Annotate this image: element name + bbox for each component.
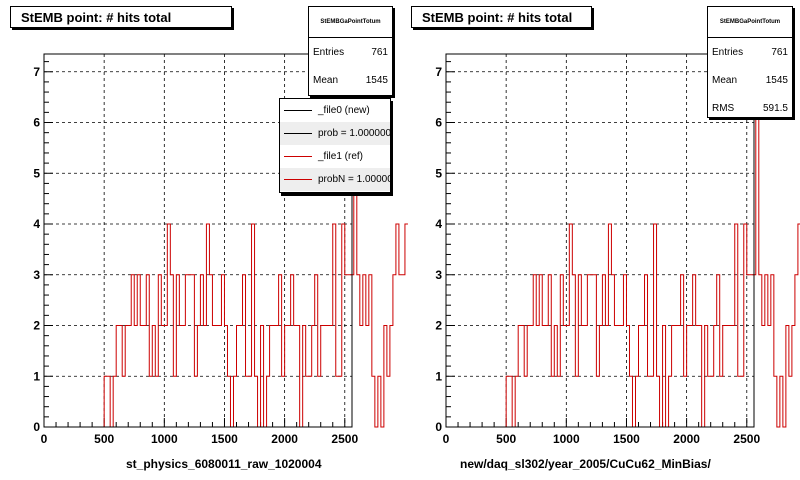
left-legend: _file0 (new) prob = 1.000000 _file1 (ref… [279, 98, 391, 193]
right-stats-name: StEMBGaPointTotum [708, 7, 792, 38]
x-tick-label: 0 [443, 432, 450, 446]
left-stats-entries-label: Entries [313, 46, 345, 58]
left-pad: 0 500 1000 1500 2000 2500 0 1 2 3 4 5 6 7 StEMB point… [10, 6, 408, 471]
right-stats-rms-value: 591.5 [762, 102, 788, 114]
legend-entry-file0: _file0 (new) [280, 99, 390, 122]
legend-label: _file1 (ref) [318, 151, 364, 162]
legend-label: prob = 1.000000 [318, 128, 391, 139]
x-tick-label: 0 [41, 432, 48, 446]
y-tick-label: 2 [435, 319, 442, 333]
legend-line-icon [284, 156, 312, 157]
left-x-axis-title: st_physics_6080011_raw_1020004 [126, 457, 322, 471]
y-tick-label: 0 [435, 420, 442, 434]
left-stats-box: StEMBGaPointTotum Entries 761 Mean 1545 [308, 6, 393, 96]
y-tick-label: 5 [33, 166, 40, 180]
y-tick-label: 4 [435, 217, 442, 231]
y-tick-label: 7 [435, 65, 442, 79]
legend-line-icon [284, 133, 312, 134]
right-stats-rms-row: RMS 591.5 [708, 94, 792, 122]
x-tick-label: 2500 [331, 432, 358, 446]
left-stats-name: StEMBGaPointTotum [309, 7, 392, 38]
legend-label: probN = 1.000000 [318, 174, 391, 185]
y-tick-label: 1 [435, 369, 442, 383]
legend-entry-probn: probN = 1.000000 [280, 168, 390, 191]
plot-frame [43, 53, 353, 428]
right-stats-entries-row: Entries 761 [708, 38, 792, 66]
right-stats-entries-label: Entries [712, 46, 744, 58]
x-tick-label: 2500 [733, 432, 760, 446]
x-tick-label: 1000 [151, 432, 178, 446]
plot-frame [445, 53, 755, 428]
left-chart-title: StEMB point: # hits total [10, 6, 232, 28]
y-tick-label: 5 [435, 166, 442, 180]
legend-entry-file1: _file1 (ref) [280, 145, 390, 168]
x-tick-label: 2000 [271, 432, 298, 446]
left-stats-mean-row: Mean 1545 [309, 66, 392, 94]
left-stats-mean-value: 1545 [365, 74, 388, 86]
left-stats-entries-row: Entries 761 [309, 38, 392, 66]
y-tick-label: 1 [33, 369, 40, 383]
x-tick-label: 1500 [211, 432, 238, 446]
y-tick-label: 0 [33, 420, 40, 434]
left-stats-mean-label: Mean [313, 74, 339, 86]
y-tick-label: 6 [435, 116, 442, 130]
right-stats-entries-value: 761 [771, 46, 788, 58]
right-stats-mean-value: 1545 [765, 74, 788, 86]
right-stats-mean-row: Mean 1545 [708, 66, 792, 94]
right-chart-title: StEMB point: # hits total [411, 6, 592, 28]
y-tick-label: 3 [435, 268, 442, 282]
right-stats-mean-label: Mean [712, 74, 738, 86]
x-tick-label: 2000 [673, 432, 700, 446]
x-tick-label: 1000 [553, 432, 580, 446]
x-tick-label: 500 [496, 432, 516, 446]
x-tick-label: 1500 [613, 432, 640, 446]
y-tick-label: 2 [33, 319, 40, 333]
right-pad: 0 500 1000 1500 2000 2500 0 1 2 3 4 5 6 7 StEMB point… [400, 0, 800, 480]
left-stats-entries-value: 761 [371, 46, 388, 58]
right-stats-box: StEMBGaPointTotum Entries 761 Mean 1545 … [707, 6, 793, 118]
y-tick-label: 3 [33, 268, 40, 282]
x-tick-label: 500 [94, 432, 114, 446]
legend-line-icon [284, 179, 312, 180]
legend-label: _file0 (new) [318, 105, 370, 116]
right-stats-rms-label: RMS [712, 102, 735, 114]
legend-line-icon [284, 110, 312, 111]
legend-entry-prob: prob = 1.000000 [280, 122, 390, 145]
right-x-axis-title: new/daq_sl302/year_2005/CuCu62_MinBias/ [460, 457, 711, 471]
y-tick-label: 6 [33, 116, 40, 130]
y-tick-label: 4 [33, 217, 40, 231]
y-tick-label: 7 [33, 65, 40, 79]
